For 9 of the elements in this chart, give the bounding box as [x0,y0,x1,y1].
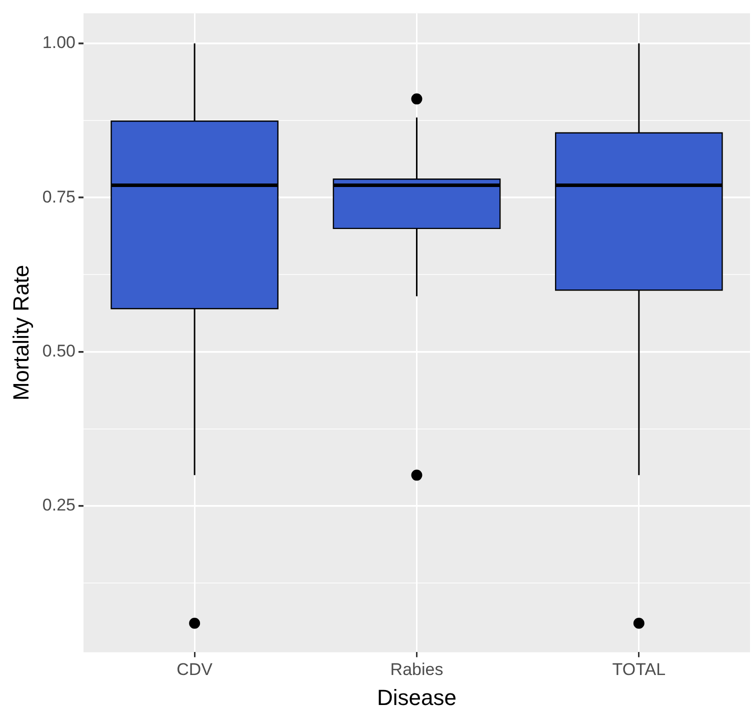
y-tick-label: 0.75 [42,187,76,206]
y-tick-label: 0.25 [42,496,76,515]
y-axis-title: Mortality Rate [8,264,34,401]
y-tick-label: 1.00 [42,33,76,52]
x-tick-label: Rabies [390,660,444,680]
x-axis-title: Disease [377,684,456,710]
x-tick-label: CDV [176,660,214,680]
x-tick-label: TOTAL [612,660,666,680]
y-tick-label: 0.50 [42,342,76,361]
